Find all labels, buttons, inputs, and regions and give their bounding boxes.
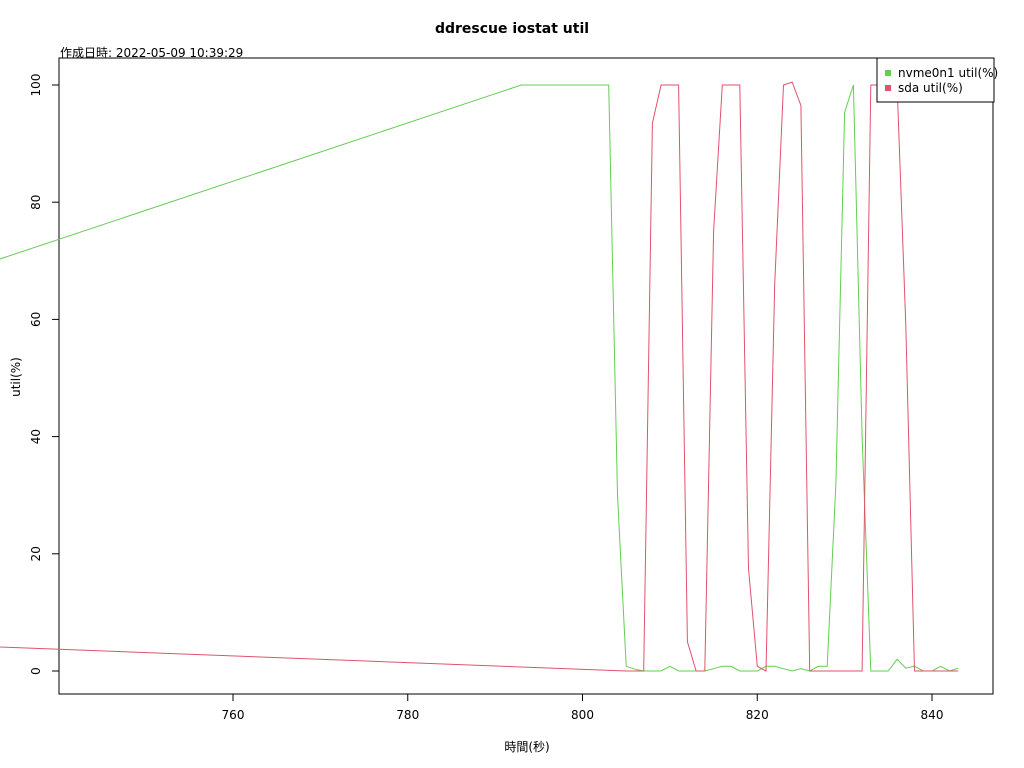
y-tick-label: 100 <box>29 74 43 97</box>
series-line-1 <box>0 84 959 672</box>
chart-subtitle: 作成日時: 2022-05-09 10:39:29 <box>60 46 244 60</box>
y-tick-label: 0 <box>29 667 43 675</box>
y-tick-label: 60 <box>29 312 43 327</box>
legend-swatch-2 <box>885 85 891 91</box>
legend-box <box>876 57 995 103</box>
x-axis-label: 時間(秒) <box>504 740 550 754</box>
y-tick-label: 80 <box>29 195 43 210</box>
x-tick-label: 840 <box>921 708 944 722</box>
x-tick-label: 760 <box>222 708 245 722</box>
series-line-2 <box>0 81 959 672</box>
legend-swatch-1 <box>885 70 891 76</box>
legend-label-1: nvme0n1 util(%) <box>898 66 998 80</box>
y-tick-label: 20 <box>29 546 43 561</box>
x-tick-label: 820 <box>746 708 769 722</box>
chart-title: ddrescue iostat util <box>434 21 590 37</box>
y-tick-label: 40 <box>29 429 43 444</box>
legend-label-2: sda util(%) <box>898 81 963 95</box>
x-tick-label: 780 <box>396 708 419 722</box>
plot-frame <box>58 57 994 695</box>
x-tick-label: 800 <box>571 708 594 722</box>
